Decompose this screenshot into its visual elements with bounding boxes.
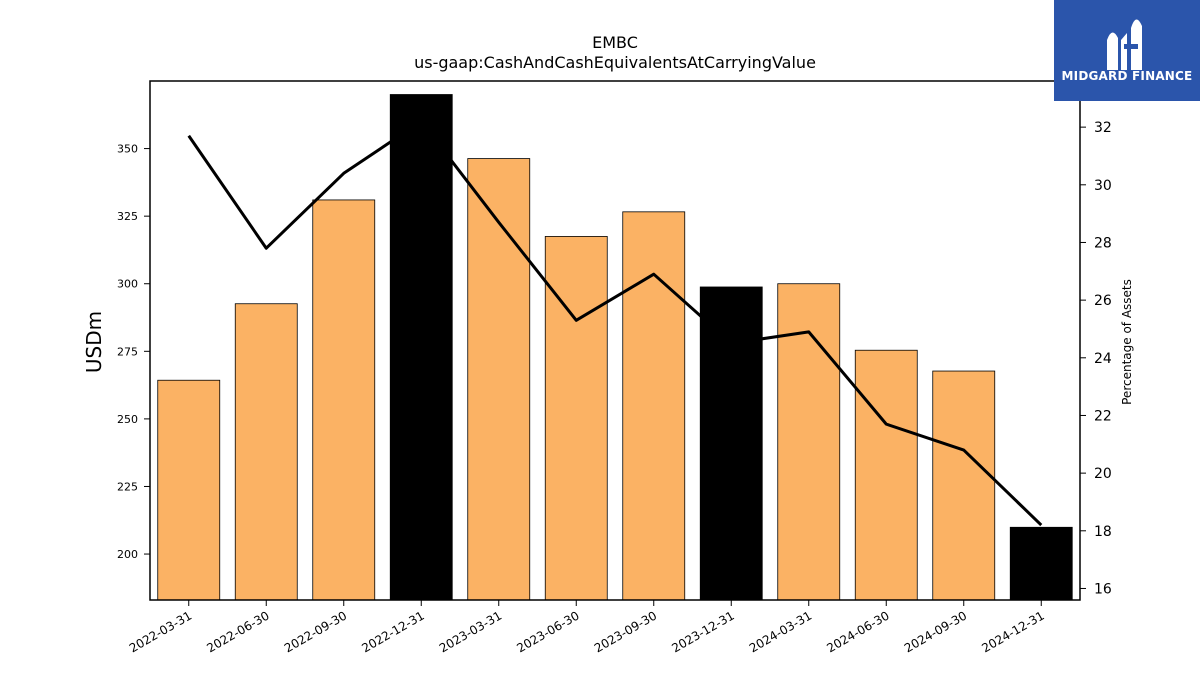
y-tick-label: 325 (117, 210, 138, 223)
chart-subtitle: us-gaap:CashAndCashEquivalentsAtCarrying… (414, 53, 816, 72)
y2-tick-label: 28 (1094, 235, 1112, 251)
midgard-finance-logo: MIDGARD FINANCE (1054, 0, 1200, 101)
y2-tick-label: 26 (1094, 293, 1112, 309)
y2-tick-label: 20 (1094, 466, 1112, 482)
bar (622, 211, 686, 600)
x-tick-label: 2022-06-30 (204, 608, 271, 655)
y-tick-label: 300 (117, 278, 138, 291)
plot-frame (149, 80, 1081, 601)
bar (777, 283, 841, 600)
logo-mark-icon (1107, 19, 1142, 70)
bar (234, 303, 298, 600)
y-tick-label: 250 (117, 413, 138, 426)
x-tick-label: 2022-09-30 (282, 608, 349, 655)
y2-tick-label: 16 (1094, 581, 1112, 597)
x-tick-label: 2024-06-30 (824, 608, 891, 655)
y2-tick-label: 24 (1094, 351, 1112, 367)
x-tick-label: 2022-12-31 (359, 608, 426, 655)
bar (699, 286, 763, 600)
x-tick-label: 2023-06-30 (514, 608, 581, 655)
y2-tick-label: 22 (1094, 408, 1112, 424)
y2-tick-label: 32 (1094, 120, 1112, 136)
bar (312, 199, 376, 600)
bar (1009, 526, 1073, 600)
y-tick-label: 350 (117, 143, 138, 156)
chart-title: EMBC (592, 33, 638, 52)
y2-axis-label: Percentage of Assets (1120, 279, 1134, 405)
bar (467, 158, 531, 600)
x-tick-label: 2024-03-31 (747, 608, 814, 655)
y-tick-label: 275 (117, 345, 138, 358)
bar (157, 379, 221, 600)
y2-tick-label: 30 (1094, 178, 1112, 194)
bar (854, 349, 918, 600)
y2-tick-label: 18 (1094, 524, 1112, 540)
x-tick-label: 2023-12-31 (669, 608, 736, 655)
bar (544, 236, 608, 600)
x-tick-label: 2023-03-31 (437, 608, 504, 655)
bar (389, 94, 453, 600)
bar (932, 370, 996, 600)
x-tick-label: 2022-03-31 (127, 608, 194, 655)
y-axis-label: USDm (82, 311, 106, 373)
y-tick-label: 225 (117, 480, 138, 493)
x-tick-label: 2023-09-30 (592, 608, 659, 655)
logo-text: MIDGARD FINANCE (1061, 69, 1193, 83)
line-series (187, 119, 1043, 527)
y-tick-label: 200 (117, 548, 138, 561)
x-tick-label: 2024-12-31 (979, 608, 1046, 655)
x-tick-label: 2024-09-30 (902, 608, 969, 655)
